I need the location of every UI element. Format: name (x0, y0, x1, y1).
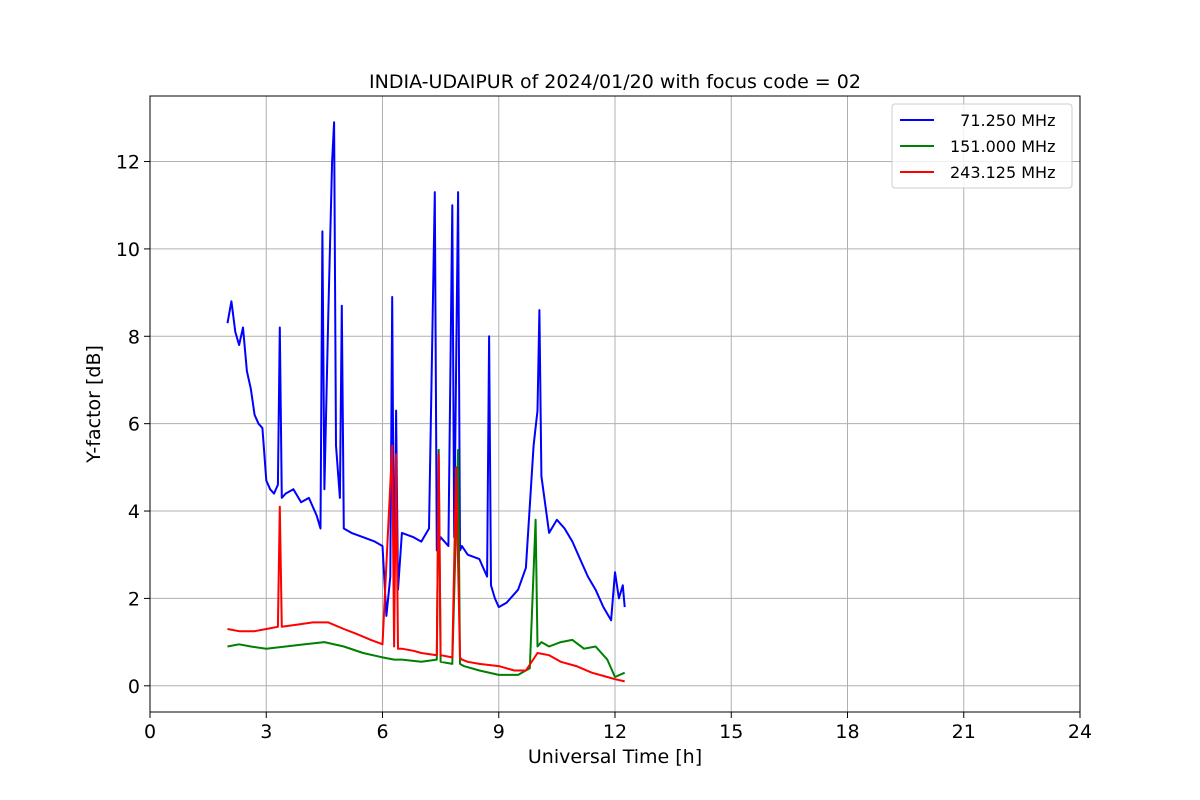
legend-label-0: 71.250 MHz (950, 111, 1055, 130)
series-line-0 (226, 121, 626, 622)
y-tick-label: 2 (128, 588, 140, 610)
series-line-2 (227, 444, 625, 683)
x-axis-label: Universal Time [h] (528, 746, 702, 768)
x-tick-label: 18 (835, 721, 859, 743)
x-tick-label: 24 (1068, 721, 1092, 743)
y-tick-label: 12 (116, 152, 140, 174)
legend: 71.250 MHz 151.000 MHz 243.125 MHz (891, 103, 1073, 189)
y-tick-label: 0 (128, 676, 140, 698)
x-tick-label: 9 (493, 721, 505, 743)
y-tick-label: 6 (128, 414, 140, 436)
x-tick-label: 3 (260, 721, 272, 743)
chart-title: INDIA-UDAIPUR of 2024/01/20 with focus c… (369, 71, 861, 93)
x-tick-label: 12 (603, 721, 627, 743)
y-tick-label: 8 (128, 326, 140, 348)
x-tick-label: 21 (952, 721, 976, 743)
plot-area (226, 121, 626, 683)
x-tick-label: 6 (376, 721, 388, 743)
grid (149, 96, 1081, 712)
series-line-1 (227, 448, 626, 678)
y-axis-label: Y-factor [dB] (83, 345, 105, 464)
y-tick-label: 10 (116, 239, 140, 261)
legend-label-1: 151.000 MHz (950, 137, 1055, 156)
x-tick-label: 0 (144, 721, 156, 743)
legend-frame (891, 103, 1073, 189)
legend-label-2: 243.125 MHz (950, 163, 1055, 182)
y-tick-label: 4 (128, 501, 140, 523)
x-tick-label: 15 (719, 721, 743, 743)
